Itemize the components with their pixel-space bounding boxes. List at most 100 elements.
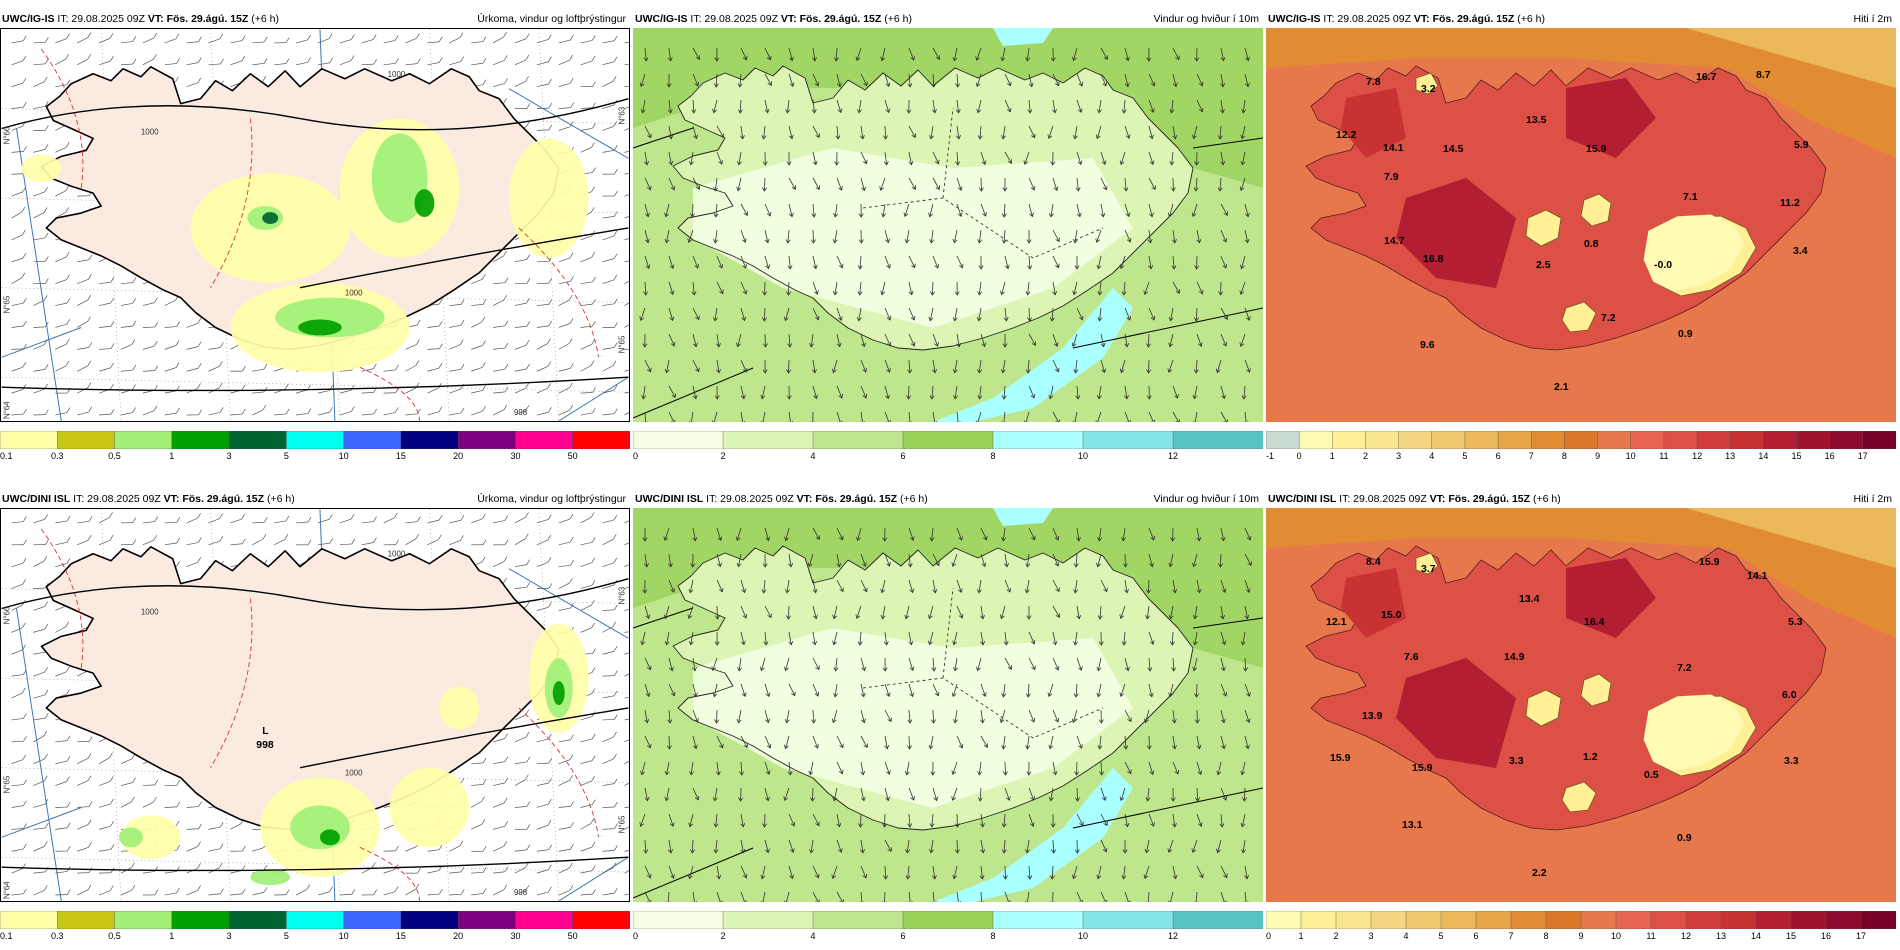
wind-barb-flag [176,58,180,64]
wind-barb-flag [110,297,115,304]
wind-arrow-head [934,159,940,165]
wind-arrow [1169,333,1174,347]
wind-arrow [956,891,959,902]
wind-arrow-head [1222,341,1228,347]
wind-arrow-head [907,823,913,828]
wind-barb-flag [482,58,487,64]
wind-arrow-head [765,264,771,270]
wind-arrow [932,579,936,593]
wind-arrow [1052,761,1056,775]
wind-arrow-head [647,367,652,373]
wind-arrow [1195,359,1198,374]
wind-arrow-head [643,563,649,568]
colorbar-tick-label: 30 [510,451,521,461]
glacier-cold-area [1580,673,1612,707]
wind-arrow [1244,735,1249,749]
wind-barb [77,387,89,394]
wind-arrow-head [832,796,838,802]
wind-arrow-head [978,187,984,192]
wind-arrow [908,657,914,671]
wind-barb-flag [504,821,508,827]
colorbar-tick-label: 10 [1625,451,1636,461]
wind-arrow-head [667,719,673,724]
wind-barb [33,149,46,153]
wind-barb-flag [525,774,529,780]
wind-barb [230,518,242,524]
colorbar-labels: 0 2 4 6 8 10 12 [633,931,1263,945]
wind-barb-flag [44,799,49,805]
wind-arrow-head [643,291,649,296]
wind-barb-flag [219,535,224,542]
colorbar-tick-label: 13 [1725,451,1736,461]
wind-arrow-head [1098,641,1104,646]
wind-arrow [1028,307,1031,322]
wind-barb-flag [131,862,135,868]
warm-area [1566,78,1656,158]
wind-barb-flag [438,298,443,305]
wind-arrow-head [884,744,890,750]
wind-arrow [1004,787,1010,801]
temp-value-label: 0.9 [1677,832,1692,844]
wind-barb-flag [592,81,596,87]
wind-arrow-head [839,899,844,902]
wind-arrow-head [1096,394,1102,400]
wind-arrow-head [1125,134,1131,140]
wind-barb-flag [87,382,92,388]
wind-barb-flag [307,384,311,390]
wind-arrow-head [1220,666,1226,672]
wind-barb-flag [548,864,552,870]
wind-arrow [1099,307,1102,321]
wind-arrow [832,865,838,879]
wind-barb [11,40,24,44]
colorbar-swatch [114,431,173,449]
wind-barb-flag [43,555,48,562]
wind-barb-flag [43,841,48,847]
wind-arrow-head [1121,875,1127,880]
wind-arrow-head [1240,822,1246,828]
wind-arrow-head [882,135,888,140]
wind-arrow [1172,281,1180,294]
wind-arrow [860,761,864,775]
wind-arrow-head [1071,56,1077,62]
wind-arrow [1172,229,1176,243]
graticule-line [16,128,62,421]
wind-arrow [884,839,892,852]
wind-arrow-head [1052,290,1058,296]
wind-arrow [1148,631,1154,645]
wind-arrow [1217,839,1222,853]
wind-barb [98,517,110,524]
wind-barb [383,412,396,416]
wind-arrow-head [695,185,700,190]
wind-arrow-head [880,614,886,620]
wind-arrow [1097,683,1102,697]
wind-arrow [1076,735,1082,749]
temp-value-label: 15.9 [1330,752,1351,764]
wind-arrow-head [1172,134,1178,140]
wind-barb-flag [570,34,574,41]
wind-barb [602,303,615,306]
latitude-label: N°63 [617,586,626,604]
wind-barb [208,63,221,66]
wind-arrow-head [1121,291,1127,296]
wind-arrow [764,683,770,697]
wind-barb-flag [110,408,115,415]
wind-arrow-head [954,849,960,854]
wind-barb-flag [132,320,137,327]
wind-arrow [905,605,910,619]
wind-arrow-head [863,587,868,593]
wind-arrow [1196,787,1199,802]
colorbar-tick-label: 0.5 [108,451,121,461]
wind-arrow-head [1122,849,1128,854]
wind-arrow-head [716,369,721,374]
colorbar-swatch [1510,911,1547,929]
wind-barb-flag [482,779,487,785]
wind-arrow-head [644,161,650,166]
wind-barb [449,893,462,896]
colorbar-swatch [343,431,402,449]
wind-barb-flag [23,343,27,350]
wind-arrow-head [1172,82,1178,88]
wind-arrow-head [1099,771,1105,776]
wind-barb [624,64,629,66]
wind-arrow-head [908,640,914,646]
wind-arrow-head [784,588,790,594]
